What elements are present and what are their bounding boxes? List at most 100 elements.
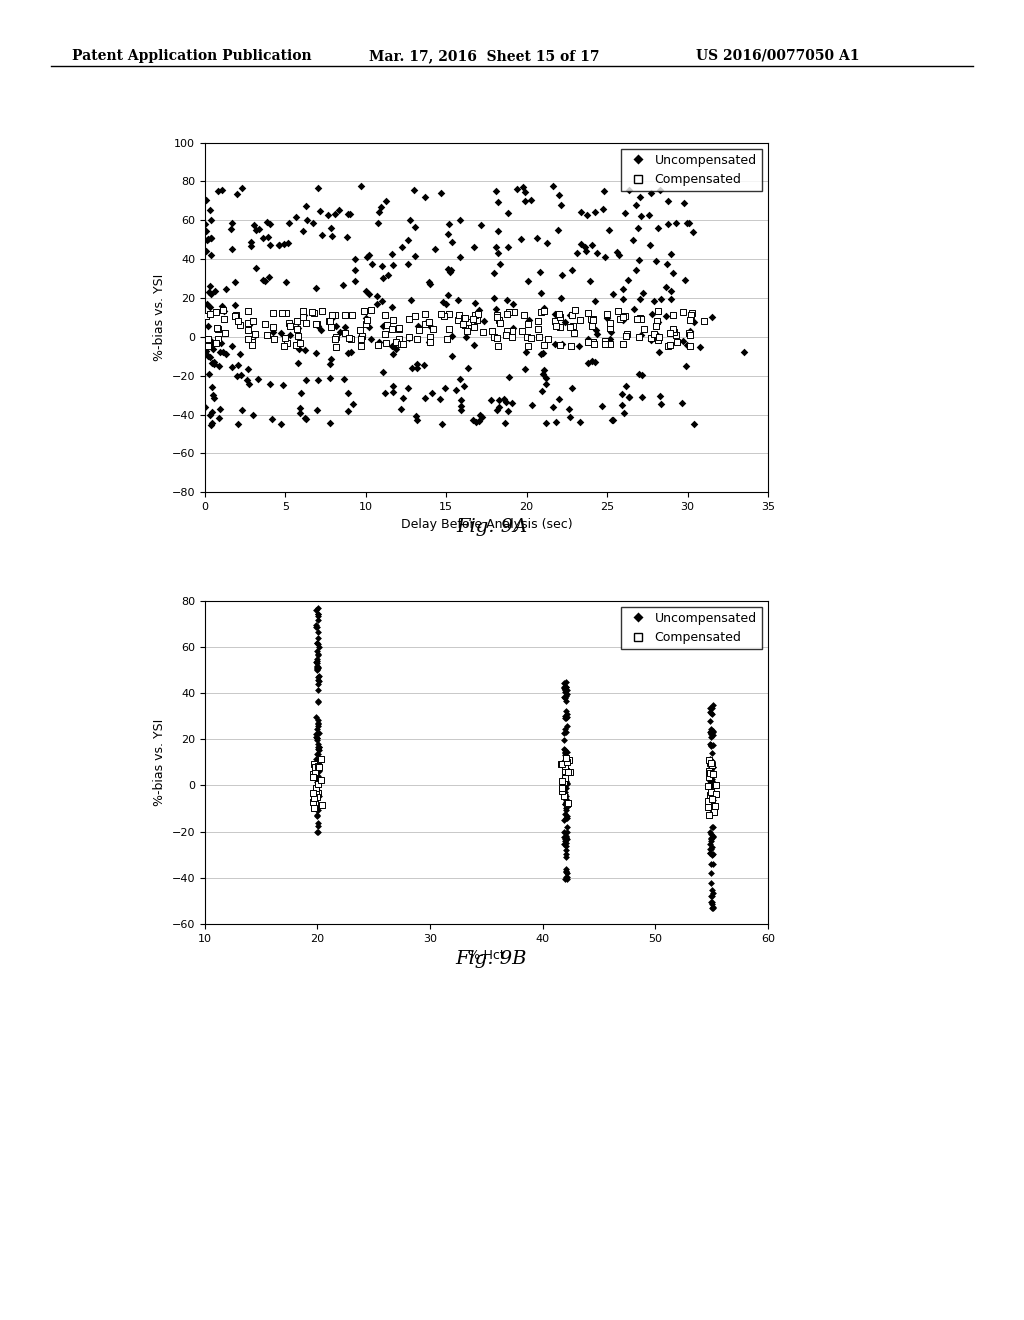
Point: [702, 702, 719, 723]
Point: [681, 213, 697, 234]
Point: [241, 300, 257, 321]
Point: [472, 405, 488, 426]
Point: [340, 343, 356, 364]
Point: [621, 387, 637, 408]
Point: [202, 304, 218, 325]
Point: [310, 774, 327, 795]
Point: [223, 239, 240, 260]
Point: [572, 412, 589, 433]
Point: [547, 334, 563, 355]
Point: [603, 322, 620, 343]
Point: [558, 788, 574, 809]
Point: [594, 396, 610, 417]
Point: [324, 226, 340, 247]
Point: [375, 315, 391, 337]
Point: [343, 305, 359, 326]
Point: [702, 701, 719, 722]
Point: [699, 776, 716, 797]
Point: [305, 797, 322, 818]
Point: [557, 784, 573, 805]
Point: [614, 395, 631, 416]
Point: [558, 672, 574, 693]
Point: [308, 723, 325, 744]
Point: [585, 315, 601, 337]
Point: [580, 205, 596, 226]
Point: [559, 762, 575, 783]
Point: [447, 380, 464, 401]
Point: [291, 338, 307, 359]
Point: [377, 323, 393, 345]
Point: [411, 319, 427, 341]
Point: [224, 356, 241, 378]
Point: [308, 787, 325, 808]
Point: [702, 842, 719, 863]
Point: [438, 329, 455, 350]
Point: [520, 310, 537, 331]
Point: [490, 396, 507, 417]
Point: [418, 313, 434, 334]
Point: [306, 302, 323, 323]
Point: [662, 323, 678, 345]
Point: [310, 673, 327, 694]
Point: [559, 821, 575, 842]
Point: [488, 305, 505, 326]
Point: [214, 296, 230, 317]
Point: [214, 180, 230, 201]
Point: [605, 409, 622, 430]
Point: [327, 329, 343, 350]
Point: [251, 218, 267, 239]
Point: [703, 837, 720, 858]
Point: [536, 334, 552, 355]
Point: [340, 383, 356, 404]
Point: [342, 203, 358, 224]
Point: [310, 737, 327, 758]
Point: [558, 836, 574, 857]
Point: [580, 329, 596, 350]
Point: [551, 388, 567, 409]
Point: [559, 792, 575, 813]
Point: [339, 203, 355, 224]
Point: [558, 833, 574, 854]
Point: [212, 399, 228, 420]
Point: [296, 305, 312, 326]
Point: [701, 784, 718, 805]
Point: [298, 408, 314, 429]
Point: [659, 335, 676, 356]
Point: [556, 833, 572, 854]
Point: [312, 201, 329, 222]
Point: [632, 308, 648, 329]
Point: [559, 808, 575, 829]
Point: [557, 843, 573, 865]
Point: [581, 331, 597, 352]
Point: [310, 723, 327, 744]
Point: [210, 329, 226, 350]
Point: [310, 603, 327, 624]
Point: [705, 783, 721, 804]
Point: [485, 327, 502, 348]
Point: [380, 264, 396, 285]
Point: [564, 259, 581, 280]
Point: [556, 821, 572, 842]
Point: [597, 247, 613, 268]
Point: [456, 308, 472, 329]
Point: [306, 754, 323, 775]
Point: [399, 253, 416, 275]
Point: [455, 314, 471, 335]
Point: [558, 793, 574, 814]
Point: [210, 318, 226, 339]
Point: [588, 319, 604, 341]
Point: [557, 706, 573, 727]
Point: [204, 333, 220, 354]
Point: [310, 634, 327, 655]
Point: [385, 309, 401, 330]
Point: [699, 791, 716, 812]
Point: [309, 719, 326, 741]
Point: [702, 756, 719, 777]
Point: [310, 785, 327, 807]
Point: [309, 177, 326, 198]
Point: [702, 772, 719, 793]
Point: [702, 891, 719, 912]
Point: [227, 306, 244, 327]
Point: [226, 294, 243, 315]
Point: [485, 263, 502, 284]
